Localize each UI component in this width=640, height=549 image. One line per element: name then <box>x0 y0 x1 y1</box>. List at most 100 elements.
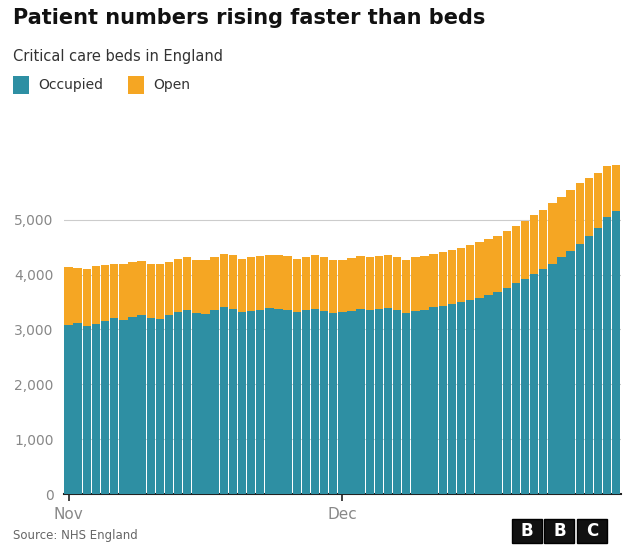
Bar <box>548 203 557 264</box>
Bar <box>539 269 547 494</box>
Text: Patient numbers rising faster than beds: Patient numbers rising faster than beds <box>13 8 485 28</box>
Bar <box>284 256 292 310</box>
Bar <box>275 255 283 309</box>
Text: Open: Open <box>154 78 191 92</box>
Bar <box>539 210 547 269</box>
Bar <box>466 300 474 494</box>
Bar <box>320 257 328 311</box>
Bar <box>238 312 246 494</box>
Bar <box>594 173 602 228</box>
Bar <box>575 183 584 244</box>
Bar <box>301 257 310 310</box>
Bar <box>284 310 292 494</box>
Bar <box>612 211 620 494</box>
Bar <box>275 309 283 494</box>
Bar <box>530 274 538 494</box>
Text: B: B <box>553 522 566 540</box>
Bar <box>311 255 319 309</box>
Bar <box>511 226 520 283</box>
Bar <box>429 307 438 494</box>
Bar <box>101 265 109 321</box>
Bar <box>484 239 493 295</box>
Bar <box>493 292 502 494</box>
Bar <box>119 320 127 494</box>
Bar <box>247 311 255 494</box>
Bar <box>384 255 392 308</box>
Bar <box>292 312 301 494</box>
Bar <box>448 304 456 494</box>
Bar <box>110 264 118 318</box>
Bar <box>521 279 529 494</box>
Text: C: C <box>586 522 598 540</box>
Bar <box>420 256 429 310</box>
Text: Critical care beds in England: Critical care beds in England <box>13 49 223 64</box>
Bar <box>585 236 593 494</box>
Bar <box>228 309 237 494</box>
Bar <box>557 197 566 257</box>
Bar <box>220 307 228 494</box>
Bar <box>329 313 337 494</box>
Text: B: B <box>521 522 533 540</box>
Bar <box>374 256 383 309</box>
Bar <box>384 308 392 494</box>
Bar <box>438 306 447 494</box>
Bar <box>393 257 401 310</box>
Bar <box>83 269 91 326</box>
Bar <box>338 260 347 312</box>
Bar <box>594 228 602 494</box>
Bar <box>329 260 337 313</box>
Bar <box>356 309 365 494</box>
Bar <box>156 319 164 494</box>
Bar <box>320 311 328 494</box>
Bar <box>192 260 200 313</box>
Bar <box>220 254 228 307</box>
Bar <box>128 262 137 317</box>
Bar <box>256 310 264 494</box>
Bar <box>457 302 465 494</box>
Text: Source: NHS England: Source: NHS England <box>13 529 138 542</box>
Bar <box>612 165 620 211</box>
Bar <box>83 326 91 494</box>
Bar <box>92 324 100 494</box>
Bar <box>521 221 529 279</box>
Bar <box>475 298 483 494</box>
Bar <box>412 311 420 494</box>
Bar <box>365 310 374 494</box>
Bar <box>420 310 429 494</box>
Bar <box>138 261 146 315</box>
Bar <box>475 242 483 298</box>
Bar <box>202 260 210 314</box>
Bar <box>393 310 401 494</box>
Bar <box>156 264 164 319</box>
Bar <box>466 245 474 300</box>
Bar <box>265 255 273 308</box>
Bar <box>457 248 465 302</box>
Bar <box>265 308 273 494</box>
Bar <box>74 323 82 494</box>
Bar <box>566 251 575 494</box>
Bar <box>183 310 191 494</box>
FancyBboxPatch shape <box>545 519 575 542</box>
Bar <box>484 295 493 494</box>
Bar <box>101 321 109 494</box>
Bar <box>530 215 538 274</box>
Bar <box>493 236 502 292</box>
Bar <box>92 266 100 324</box>
Bar <box>202 314 210 494</box>
Bar <box>575 244 584 494</box>
Bar <box>247 257 255 311</box>
Bar <box>228 255 237 309</box>
Bar <box>147 264 155 318</box>
Bar <box>412 257 420 311</box>
Bar <box>566 190 575 251</box>
Bar <box>365 257 374 310</box>
Bar <box>548 264 557 494</box>
Bar <box>356 256 365 309</box>
Bar <box>603 166 611 217</box>
Bar <box>138 315 146 494</box>
Bar <box>110 318 118 494</box>
Bar <box>174 259 182 312</box>
Bar <box>211 257 219 310</box>
Bar <box>147 318 155 494</box>
Bar <box>301 310 310 494</box>
